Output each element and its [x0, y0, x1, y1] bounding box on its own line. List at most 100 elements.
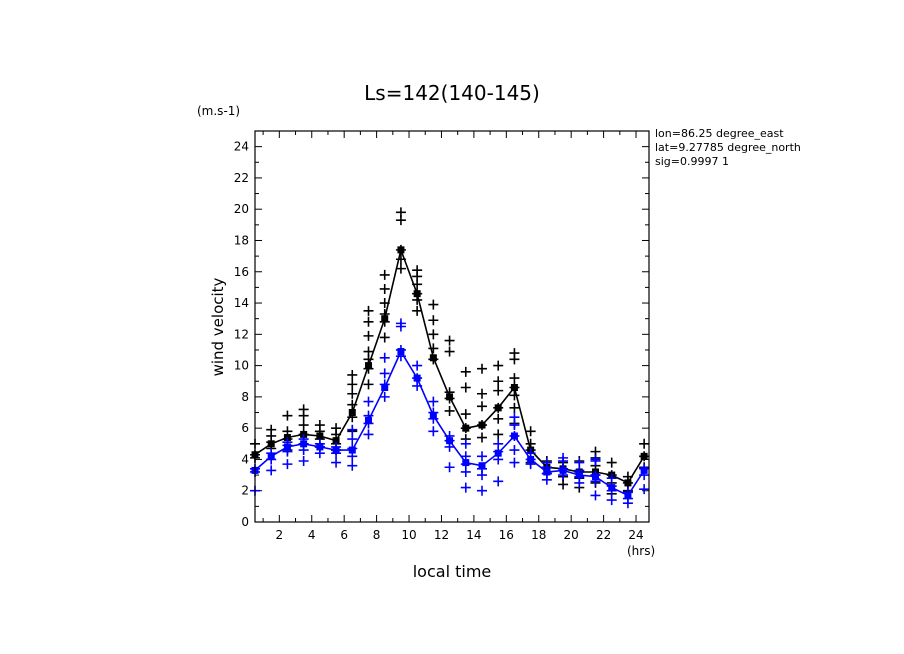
sample-point	[493, 438, 504, 449]
sample-point	[412, 265, 423, 276]
y-tick-label: 0	[241, 515, 249, 529]
sample-point	[379, 368, 390, 379]
mean-point	[332, 437, 340, 445]
sample-point	[331, 457, 342, 468]
mean-point	[316, 432, 324, 440]
sample-point	[574, 457, 585, 468]
sample-point	[347, 424, 358, 435]
sample-point	[347, 434, 358, 445]
sample-point	[525, 426, 536, 437]
sample-point	[460, 482, 471, 493]
sample-point	[395, 263, 406, 274]
sample-point	[363, 330, 374, 341]
mean-point	[267, 452, 275, 460]
mean-point	[510, 383, 518, 391]
mean-point	[640, 452, 648, 460]
sample-point	[509, 402, 520, 413]
chart-title: Ls=142(140-145)	[364, 81, 540, 105]
sample-point	[558, 452, 569, 463]
mean-point	[559, 466, 567, 474]
mean-point	[478, 421, 486, 429]
sample-point	[460, 438, 471, 449]
sample-point	[493, 429, 504, 440]
x-tick-label: 2	[276, 528, 284, 542]
sample-point	[379, 391, 390, 402]
x-tick-label: 8	[373, 528, 381, 542]
sample-point	[314, 420, 325, 431]
sample-point	[509, 348, 520, 359]
sample-point	[428, 329, 439, 340]
x-tick-label: 24	[628, 528, 643, 542]
sample-point	[282, 410, 293, 421]
y-tick-label: 2	[241, 484, 249, 498]
annotation-lat: lat=9.27785 degree_north	[655, 141, 801, 154]
mean-point	[591, 473, 599, 481]
sample-point	[331, 423, 342, 434]
sample-point	[298, 420, 309, 431]
sample-point	[298, 404, 309, 415]
y-axis-label: wind velocity	[209, 277, 227, 376]
annotation-sig: sig=0.9997 1	[655, 155, 729, 168]
y-tick-label: 4	[241, 452, 249, 466]
x-tick-label: 14	[466, 528, 481, 542]
sample-point	[509, 373, 520, 384]
x-unit-label: (hrs)	[627, 544, 655, 558]
mean-line	[254, 349, 645, 497]
y-tick-label: 10	[234, 359, 249, 373]
sample-point	[639, 484, 650, 495]
sample-point	[476, 432, 487, 443]
sample-point	[444, 462, 455, 473]
y-tick-label: 14	[234, 296, 249, 310]
sample-point	[493, 376, 504, 387]
mean-point	[494, 449, 502, 457]
x-tick-label: 16	[499, 528, 514, 542]
sample-point	[428, 426, 439, 437]
sample-point	[347, 460, 358, 471]
sample-point	[509, 445, 520, 456]
mean-point	[348, 446, 356, 454]
sample-point	[541, 457, 552, 468]
y-tick-label: 12	[234, 327, 249, 341]
annotation-block: lon=86.25 degree_east lat=9.27785 degree…	[655, 127, 801, 168]
sample-point	[282, 459, 293, 470]
x-tick-label: 18	[531, 528, 546, 542]
sample-point	[476, 451, 487, 462]
sample-point	[347, 379, 358, 390]
mean-point	[283, 443, 291, 451]
mean-point	[624, 491, 632, 499]
sample-point	[347, 369, 358, 380]
x-tick-label: 10	[401, 528, 416, 542]
y-tick-label: 20	[234, 202, 249, 216]
sample-point	[428, 396, 439, 407]
plot-frame	[254, 130, 650, 523]
mean-point	[397, 348, 405, 356]
y-tick-label: 16	[234, 265, 249, 279]
y-tick-label: 22	[234, 171, 249, 185]
y-tick-label: 6	[241, 421, 249, 435]
sample-point	[395, 318, 406, 329]
sample-point	[363, 379, 374, 390]
x-tick-label: 4	[308, 528, 316, 542]
mean-point	[364, 416, 372, 424]
series-1	[250, 318, 650, 509]
sample-point	[606, 473, 617, 484]
sample-point	[493, 476, 504, 487]
x-tick-label: 6	[340, 528, 348, 542]
sample-point	[379, 283, 390, 294]
mean-point	[381, 315, 389, 323]
sample-point	[493, 385, 504, 396]
mean-point	[510, 432, 518, 440]
mean-point	[462, 459, 470, 467]
sample-point	[493, 360, 504, 371]
mean-point	[267, 440, 275, 448]
y-tick-label: 8	[241, 390, 249, 404]
sample-point	[460, 366, 471, 377]
series-0	[250, 207, 650, 499]
x-axis-label: local time	[413, 562, 492, 581]
annotation-lon: lon=86.25 degree_east	[655, 127, 784, 140]
mean-point	[397, 246, 405, 254]
sample-point	[476, 388, 487, 399]
sample-point	[363, 346, 374, 357]
